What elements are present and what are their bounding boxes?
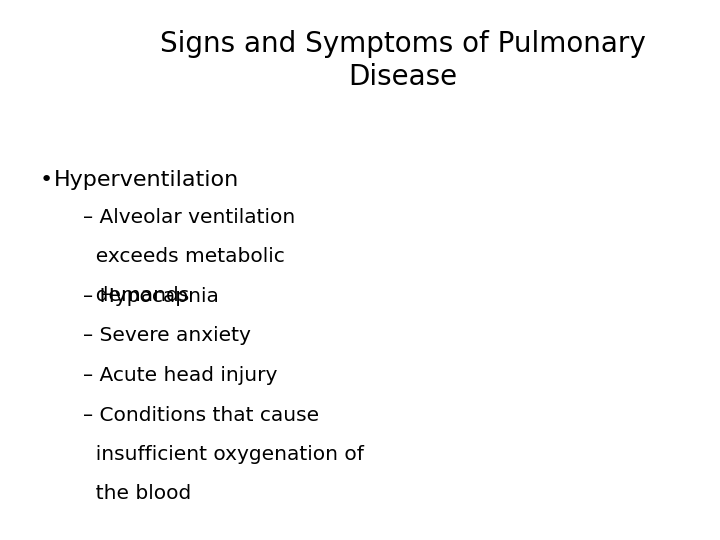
Text: insufficient oxygenation of: insufficient oxygenation of — [83, 445, 364, 464]
Text: – Alveolar ventilation: – Alveolar ventilation — [83, 208, 295, 227]
Text: exceeds metabolic: exceeds metabolic — [83, 247, 284, 266]
Text: – Severe anxiety: – Severe anxiety — [83, 326, 251, 345]
Text: the blood: the blood — [83, 484, 191, 503]
Text: – Hypocapnia: – Hypocapnia — [83, 287, 219, 306]
Text: Hyperventilation: Hyperventilation — [54, 170, 239, 190]
Text: demands: demands — [83, 286, 189, 305]
Text: Signs and Symptoms of Pulmonary
Disease: Signs and Symptoms of Pulmonary Disease — [161, 30, 646, 91]
Text: – Conditions that cause: – Conditions that cause — [83, 406, 319, 425]
Text: – Acute head injury: – Acute head injury — [83, 366, 277, 385]
Text: •: • — [40, 170, 53, 190]
